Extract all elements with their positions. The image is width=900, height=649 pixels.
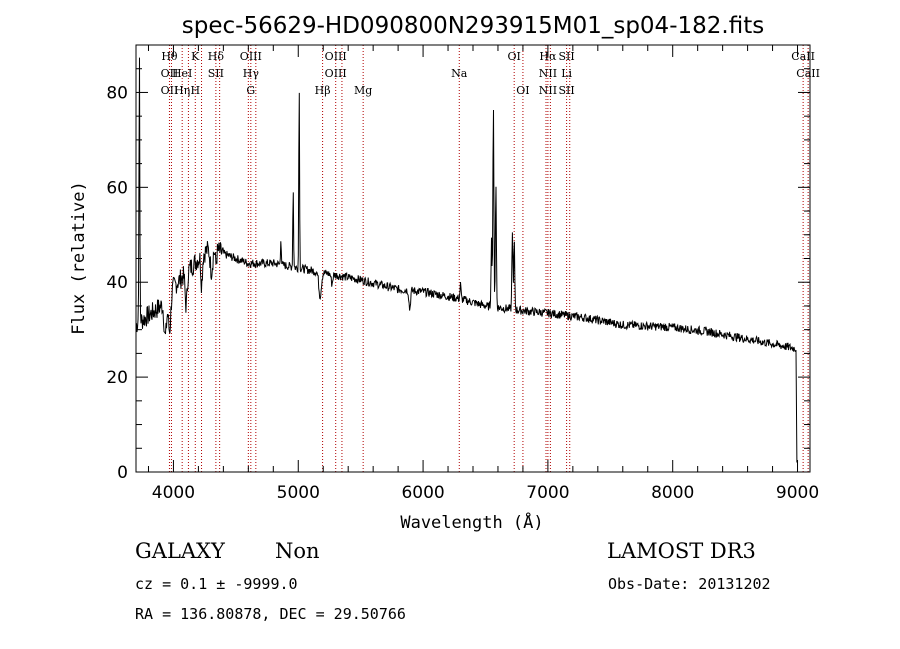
y-axis: 0 20 40 60 80 — [106, 68, 810, 483]
line-marker-label: SII — [208, 67, 224, 80]
line-marker-label: SII — [558, 50, 574, 63]
subclass-label: Non — [275, 539, 320, 563]
survey-label: LAMOST DR3 — [607, 539, 756, 563]
x-tick-label: 9000 — [776, 483, 819, 503]
line-marker-label: OI — [516, 84, 529, 97]
line-marker-label: OI — [508, 50, 521, 63]
line-marker-label: OIII — [240, 50, 262, 63]
line-marker-label: NII — [539, 67, 557, 80]
line-marker-label: Hβ — [315, 84, 331, 97]
x-axis: 4000 5000 6000 7000 8000 9000 — [147, 45, 819, 503]
line-marker-label: CaII — [796, 67, 820, 80]
line-marker-label: Hδ — [208, 50, 225, 63]
line-marker-label: CaII — [791, 50, 815, 63]
line-marker-label: H — [190, 84, 200, 97]
line-marker-label: Hη — [174, 84, 190, 97]
line-marker-label: OII — [161, 67, 179, 80]
line-marker-label: Hθ — [161, 50, 178, 63]
spectrum-line — [135, 57, 798, 463]
line-marker-label: SII — [558, 84, 574, 97]
chart-title: spec-56629-HD090800N293915M01_sp04-182.f… — [182, 13, 764, 39]
line-marker-label: G — [246, 84, 255, 97]
line-marker-label: Hγ — [243, 67, 260, 80]
line-marker-label: Mg — [354, 84, 372, 97]
x-axis-label: Wavelength (Å) — [400, 511, 543, 533]
line-marker-label: OIII — [325, 67, 347, 80]
class-label: GALAXY — [135, 539, 226, 563]
line-marker-label: Na — [451, 67, 468, 80]
line-marker-label: OIII — [325, 50, 347, 63]
radec-text: RA = 136.80878, DEC = 29.50766 — [135, 605, 406, 623]
redshift-text: cz = 0.1 ± -9999.0 — [135, 575, 298, 593]
y-tick-label: 40 — [106, 273, 128, 293]
x-tick-label: 6000 — [401, 483, 444, 503]
y-tick-label: 20 — [106, 368, 128, 388]
x-tick-label: 4000 — [152, 483, 195, 503]
x-tick-label: 7000 — [526, 483, 569, 503]
line-marker-label: Li — [561, 67, 572, 80]
y-tick-label: 80 — [106, 83, 128, 103]
x-tick-label: 8000 — [651, 483, 694, 503]
obs-date-text: Obs-Date: 20131202 — [608, 575, 771, 593]
line-marker-label: NII — [539, 84, 557, 97]
y-tick-label: 0 — [117, 463, 128, 483]
y-tick-label: 60 — [106, 178, 128, 198]
line-markers — [168, 45, 809, 472]
x-tick-label: 5000 — [277, 483, 320, 503]
line-marker-label: OII — [161, 84, 179, 97]
line-marker-label: K — [191, 50, 200, 63]
y-axis-label: Flux (relative) — [69, 181, 89, 335]
line-marker-label: HeI — [172, 67, 192, 80]
